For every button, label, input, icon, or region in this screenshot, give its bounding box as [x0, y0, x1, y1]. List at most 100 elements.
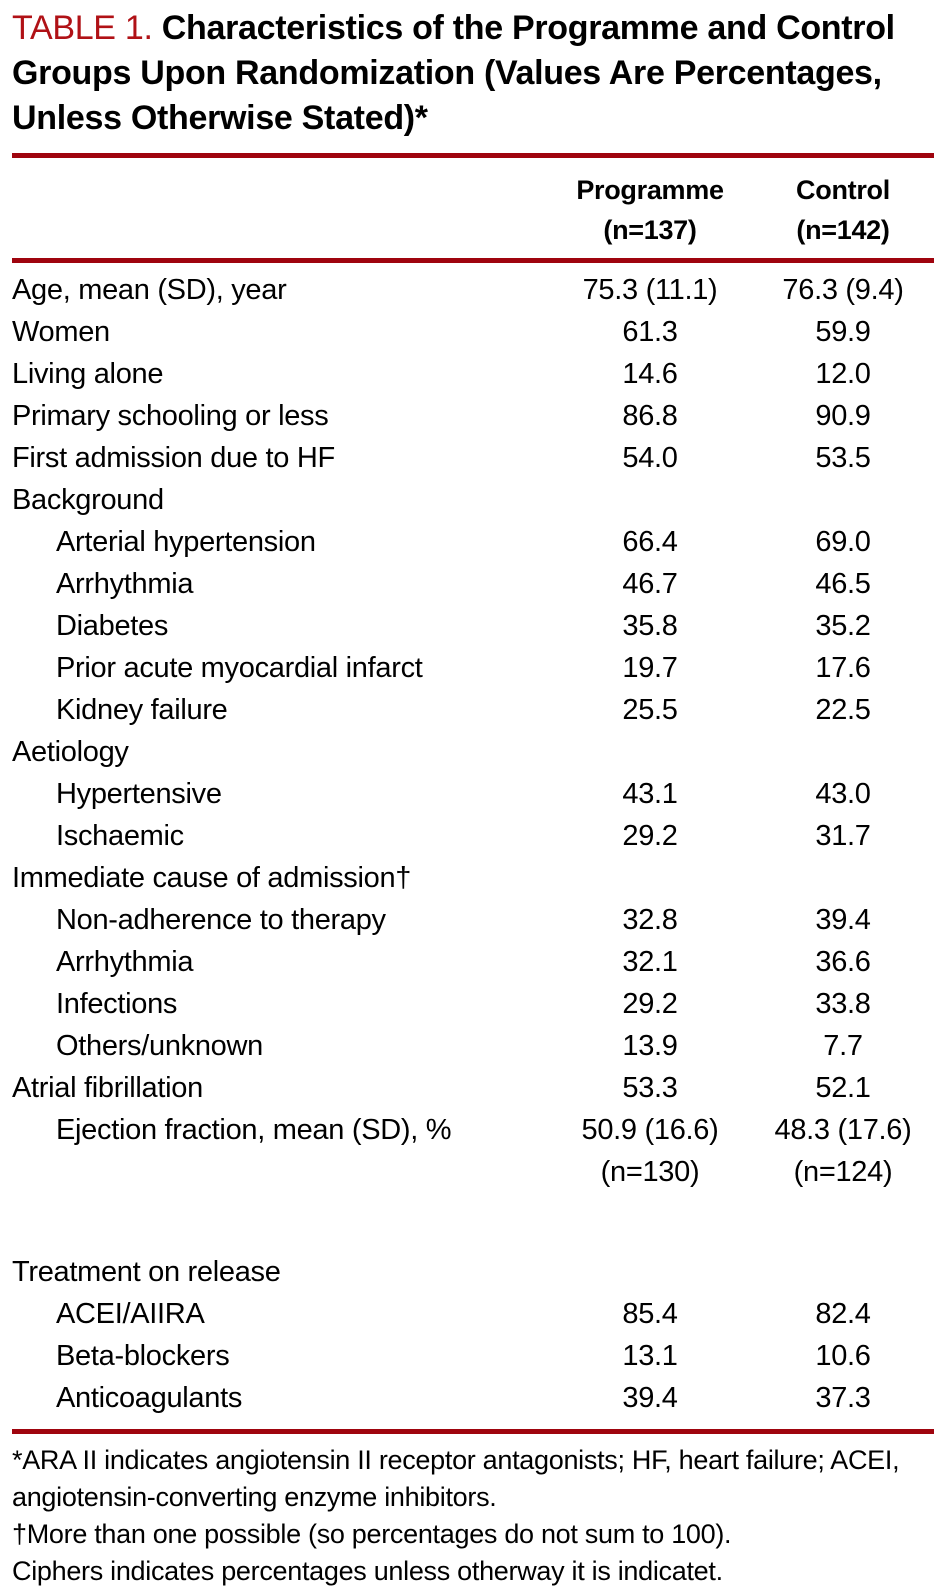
programme-value: 53.3	[622, 1072, 678, 1104]
table-row: ACEI/AIIRA 85.4 82.4	[12, 1293, 934, 1335]
row-label: Non-adherence to therapy	[56, 904, 386, 936]
programme-value: 19.7	[622, 652, 678, 684]
column-headers: Programme (n=137) Control (n=142)	[12, 158, 934, 250]
control-header-name: Control	[796, 175, 890, 205]
control-value: 69.0	[815, 526, 871, 558]
table-row: Ischaemic 29.2 31.7	[12, 815, 934, 857]
table-row: Arrhythmia 46.7 46.5	[12, 563, 934, 605]
control-value: 90.9	[815, 400, 871, 432]
footnote-line: Ciphers indicates percentages unless oth…	[12, 1556, 723, 1586]
programme-value: 29.2	[622, 820, 678, 852]
row-label: Kidney failure	[56, 694, 228, 726]
table-row: Women 61.3 59.9	[12, 311, 934, 353]
table-row: Infections 29.2 33.8	[12, 983, 934, 1025]
row-label: Infections	[56, 988, 178, 1020]
table-title-text: Characteristics of the Programme and Con…	[12, 9, 895, 137]
control-value: 59.9	[815, 316, 871, 348]
control-value: 36.6	[815, 946, 871, 978]
footnote-line: angiotensin-converting enzyme inhibitors…	[12, 1482, 497, 1512]
table-row: Kidney failure 25.5 22.5	[12, 689, 934, 731]
programme-value: 46.7	[622, 568, 678, 600]
row-label: Arrhythmia	[56, 946, 194, 978]
row-label: ACEI/AIIRA	[56, 1298, 205, 1330]
row-label: Immediate cause of admission†	[12, 862, 412, 894]
table-row: Hypertensive 43.1 43.0	[12, 773, 934, 815]
programme-value: 25.5	[622, 694, 678, 726]
row-label: Aetiology	[12, 736, 129, 768]
bottom-rule	[12, 1429, 934, 1434]
table-row: Arrhythmia 32.1 36.6	[12, 941, 934, 983]
row-label: Primary schooling or less	[12, 400, 329, 432]
table-title: TABLE 1. Characteristics of the Programm…	[12, 6, 934, 141]
table-row: Age, mean (SD), year 75.3 (11.1) 76.3 (9…	[12, 269, 934, 311]
table-row: Living alone 14.6 12.0	[12, 353, 934, 395]
table-row: Others/unknown 13.9 7.7	[12, 1025, 934, 1067]
table-row: Atrial fibrillation 53.3 52.1	[12, 1067, 934, 1109]
row-label: Living alone	[12, 358, 164, 390]
table-row: Prior acute myocardial infarct 19.7 17.6	[12, 647, 934, 689]
row-label: Atrial fibrillation	[12, 1072, 203, 1104]
row-label: Arterial hypertension	[56, 526, 316, 558]
table-row	[12, 1193, 934, 1251]
table-row: First admission due to HF 54.0 53.5	[12, 437, 934, 479]
footnote-line: †More than one possible (so percentages …	[12, 1519, 732, 1549]
programme-value: 39.4	[622, 1382, 678, 1414]
row-label: Prior acute myocardial infarct	[56, 652, 423, 684]
control-value: 46.5	[815, 568, 871, 600]
column-header-control: Control (n=142)	[745, 170, 941, 250]
programme-value: 50.9 (16.6) (n=130)	[581, 1114, 719, 1188]
programme-value: 85.4	[622, 1298, 678, 1330]
programme-header-name: Programme	[576, 175, 724, 205]
programme-header-n: (n=137)	[603, 215, 697, 245]
control-value: 17.6	[815, 652, 871, 684]
programme-value: 35.8	[622, 610, 678, 642]
table-number-label: TABLE 1.	[12, 9, 153, 47]
footnote-line: *ARA II indicates angiotensin II recepto…	[12, 1445, 900, 1475]
row-label: Arrhythmia	[56, 568, 194, 600]
control-value: 76.3 (9.4)	[782, 274, 904, 306]
control-value: 31.7	[815, 820, 871, 852]
table-row: Ejection fraction, mean (SD), % 50.9 (16…	[12, 1109, 934, 1193]
control-value: 10.6	[815, 1340, 871, 1372]
row-label: Age, mean (SD), year	[12, 274, 287, 306]
row-label: Beta-blockers	[56, 1340, 230, 1372]
row-label: Background	[12, 484, 164, 516]
programme-value: 61.3	[622, 316, 678, 348]
table-row: Beta-blockers 13.1 10.6	[12, 1335, 934, 1377]
control-value: 53.5	[815, 442, 871, 474]
top-rule	[12, 153, 934, 158]
control-value: 48.3 (17.6) (n=124)	[774, 1114, 912, 1188]
programme-value: 29.2	[622, 988, 678, 1020]
row-label: Hypertensive	[56, 778, 222, 810]
table-row: Anticoagulants 39.4 37.3	[12, 1377, 934, 1419]
column-header-programme: Programme (n=137)	[555, 170, 745, 250]
programme-value: 75.3 (11.1)	[582, 274, 718, 306]
control-value: 43.0	[815, 778, 871, 810]
control-value: 35.2	[815, 610, 871, 642]
row-label: Ejection fraction, mean (SD), %	[56, 1114, 452, 1146]
row-label: Women	[12, 316, 110, 348]
control-value: 33.8	[815, 988, 871, 1020]
table-row: Treatment on release	[12, 1251, 934, 1293]
control-value: 37.3	[815, 1382, 871, 1414]
control-value: 82.4	[815, 1298, 871, 1330]
row-label: First admission due to HF	[12, 442, 335, 474]
control-value: 39.4	[815, 904, 871, 936]
programme-value: 66.4	[622, 526, 678, 558]
table-row: Non-adherence to therapy 32.8 39.4	[12, 899, 934, 941]
row-label: Treatment on release	[12, 1256, 281, 1288]
table-row: Aetiology	[12, 731, 934, 773]
table-row: Background	[12, 479, 934, 521]
control-value: 22.5	[815, 694, 871, 726]
table-row: Arterial hypertension 66.4 69.0	[12, 521, 934, 563]
footnotes: *ARA II indicates angiotensin II recepto…	[12, 1434, 934, 1590]
programme-value: 86.8	[622, 400, 678, 432]
programme-value: 13.9	[622, 1030, 678, 1062]
table-body: Age, mean (SD), year 75.3 (11.1) 76.3 (9…	[12, 263, 934, 1419]
programme-value: 43.1	[622, 778, 678, 810]
header-rule	[12, 258, 934, 263]
control-value: 52.1	[815, 1072, 871, 1104]
row-label: Others/unknown	[56, 1030, 263, 1062]
table-row: Diabetes 35.8 35.2	[12, 605, 934, 647]
